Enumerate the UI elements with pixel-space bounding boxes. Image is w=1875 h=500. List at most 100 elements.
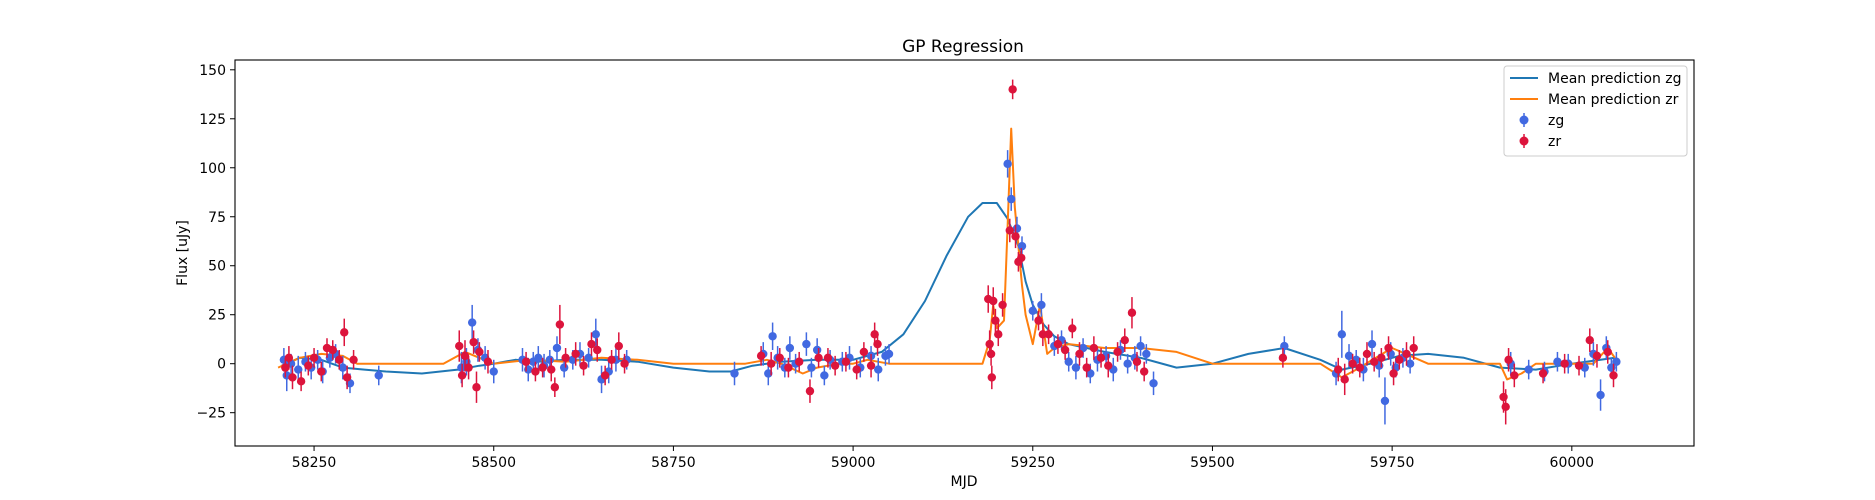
data-point-zr [1008, 85, 1017, 94]
data-point-zr [1348, 359, 1357, 368]
data-point-zg [1037, 300, 1046, 310]
data-point-zg [802, 339, 811, 349]
data-point-zr [304, 361, 313, 370]
legend-label-zg: zg [1548, 113, 1564, 129]
x-axis-label: MJD [951, 474, 978, 490]
data-point-zg [1007, 194, 1016, 204]
data-point-zr [998, 300, 1007, 310]
y-tick-label: 150 [199, 63, 226, 79]
data-point-zg [807, 363, 816, 372]
data-point-zg [1142, 349, 1151, 359]
data-point-zr [1369, 357, 1379, 366]
data-point-zr [349, 355, 358, 364]
data-point-zg [559, 363, 569, 372]
data-point-zr [1340, 375, 1349, 384]
data-point-zr [1501, 402, 1510, 412]
data-point-zg [1596, 390, 1605, 400]
data-point-zr [1082, 363, 1091, 372]
y-tick-label: 125 [199, 112, 226, 128]
data-point-zr [1409, 343, 1418, 353]
data-point-zr [335, 355, 344, 364]
data-point-zg [1012, 224, 1022, 233]
errorbar-series-zr [281, 79, 1618, 425]
data-point-zr [593, 345, 602, 355]
data-point-zg [1612, 357, 1621, 366]
data-point-zr [873, 339, 882, 349]
data-point-zg [1003, 159, 1012, 169]
data-point-zg [1017, 241, 1027, 251]
x-tick-label: 59250 [1011, 455, 1056, 471]
x-tick-label: 58500 [471, 455, 516, 471]
data-point-zr [472, 383, 481, 392]
data-point-zr [281, 363, 290, 372]
data-point-zr [1139, 367, 1149, 376]
data-point-zr [1104, 361, 1113, 370]
data-point-zg [1123, 359, 1132, 368]
data-point-zr [1038, 330, 1048, 339]
x-tick-label: 58250 [292, 455, 337, 471]
data-point-zr [455, 341, 464, 351]
x-tick-label: 58750 [651, 455, 696, 471]
data-point-zr [859, 347, 869, 357]
data-point-zr [340, 328, 349, 337]
data-point-zg [374, 371, 383, 380]
data-point-zr [538, 363, 547, 372]
data-point-zg [1136, 341, 1145, 351]
data-point-zg [820, 371, 829, 380]
data-point-zr [483, 357, 493, 366]
data-point-zr [991, 316, 1000, 325]
data-point-zr [531, 367, 540, 376]
data-point-zr [1060, 345, 1070, 355]
y-tick-label: 50 [208, 259, 226, 275]
legend: Mean prediction zg Mean prediction zr zg… [1503, 65, 1688, 157]
data-point-zr [547, 365, 556, 374]
data-point-zg [1553, 357, 1562, 366]
legend-swatch-zg-marker [1519, 113, 1529, 127]
data-point-zr [823, 353, 833, 363]
x-tick-label: 60000 [1550, 455, 1595, 471]
x-tick-label: 59000 [831, 455, 876, 471]
y-tick-label: 25 [208, 308, 226, 324]
data-point-zr [288, 373, 297, 382]
data-point-zr [284, 353, 294, 363]
data-point-zr [464, 363, 473, 372]
data-point-zg [489, 367, 498, 376]
data-point-zr [1355, 363, 1364, 372]
data-point-zr [1096, 353, 1106, 363]
data-point-zg [1028, 306, 1037, 316]
x-tick-label: 59500 [1190, 455, 1235, 471]
data-point-zg [534, 353, 543, 363]
legend-label-zr: zr [1548, 134, 1561, 150]
data-point-zr [317, 367, 326, 376]
data-point-zr [1278, 353, 1288, 363]
data-point-zr [866, 361, 876, 370]
legend-label-mean-zg: Mean prediction zg [1548, 71, 1682, 87]
data-point-zr [550, 383, 560, 392]
data-point-zr [1034, 316, 1043, 325]
data-point-zr [986, 349, 996, 359]
data-point-zr [1075, 349, 1084, 359]
data-point-zg [1524, 365, 1533, 374]
y-axis: −25 0 25 50 75 100 125 150 [196, 63, 235, 422]
data-point-zg [524, 365, 533, 374]
data-point-zg [1405, 359, 1415, 368]
data-point-zr [784, 363, 793, 372]
data-point-zr [460, 351, 470, 361]
data-point-zr [805, 386, 815, 396]
series-layer [277, 79, 1621, 425]
plot-area [234, 59, 1695, 447]
data-point-zr [1005, 226, 1014, 235]
data-point-zr [1113, 347, 1122, 357]
data-point-zr [587, 339, 596, 349]
data-point-zr [1592, 351, 1602, 361]
data-point-zr [1377, 353, 1386, 363]
data-point-zg [591, 330, 600, 339]
data-point-zr [1120, 335, 1129, 345]
data-point-zr [814, 353, 823, 363]
data-point-zr [1609, 371, 1618, 380]
data-point-zr [1132, 357, 1142, 366]
data-point-zr [1603, 347, 1612, 357]
data-point-zg [1337, 330, 1347, 339]
data-point-zr [1044, 330, 1053, 339]
